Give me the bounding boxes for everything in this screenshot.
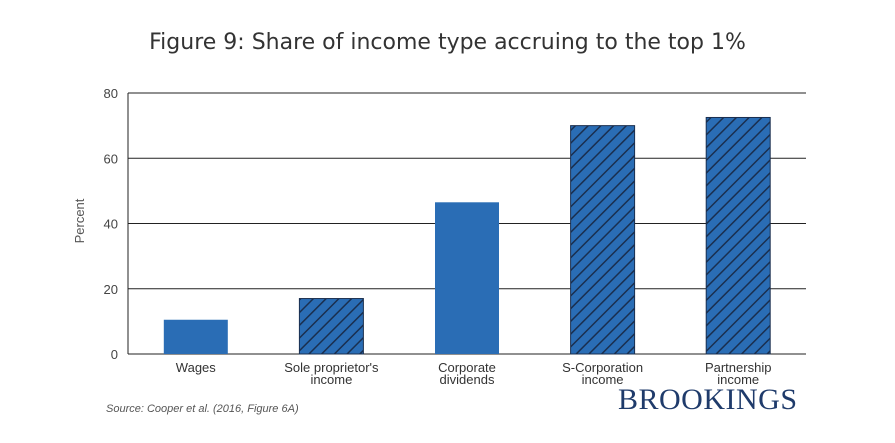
brookings-logo: BROOKINGS xyxy=(618,383,798,416)
bars xyxy=(163,116,771,355)
bar xyxy=(298,298,364,355)
bar xyxy=(570,125,636,355)
x-tick-label: Partnership income xyxy=(705,360,771,387)
bar xyxy=(163,319,228,354)
y-axis-label: Percent xyxy=(72,198,87,243)
x-tick-label: Sole proprietor's income xyxy=(284,360,379,387)
y-tick-label: 0 xyxy=(111,347,118,362)
bar xyxy=(705,116,771,355)
y-tick-label: 40 xyxy=(104,217,118,232)
x-tick-label: Wages xyxy=(176,360,216,375)
y-tick-label: 60 xyxy=(104,151,118,166)
bar xyxy=(435,202,499,354)
y-tick-label: 20 xyxy=(104,282,118,297)
y-tick-labels: 0 20 40 60 80 xyxy=(104,86,118,362)
x-tick-label: S-Corporation income xyxy=(562,360,643,387)
x-tick-label: Corporate dividends xyxy=(438,360,496,387)
x-tick-labels: Wages Sole proprietor's income Corporate div… xyxy=(176,360,772,387)
source-note: Source: Cooper et al. (2016, Figure 6A) xyxy=(106,403,299,415)
chart-title: Figure 9: Share of income type accruing … xyxy=(149,30,746,55)
y-tick-label: 80 xyxy=(104,86,118,101)
